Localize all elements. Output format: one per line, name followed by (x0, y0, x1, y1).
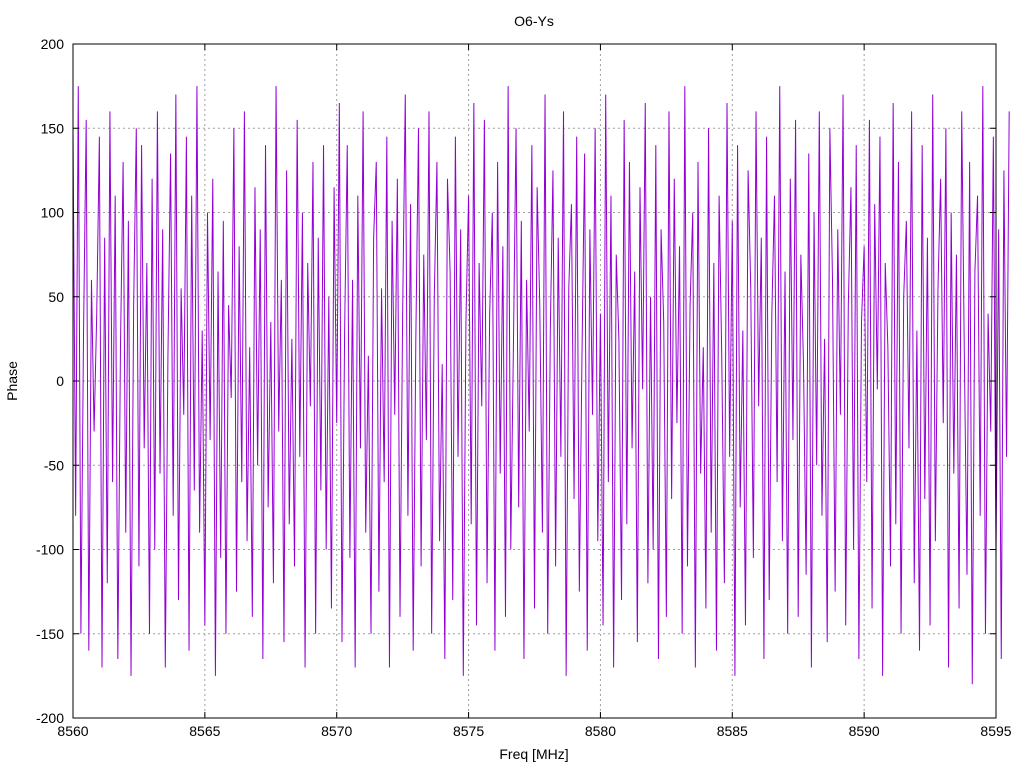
x-tick-label: 8575 (453, 723, 484, 739)
x-tick-label: 8595 (980, 723, 1011, 739)
x-tick-label: 8565 (189, 723, 220, 739)
y-tick-label: 100 (41, 205, 65, 221)
x-axis-label: Freq [MHz] (499, 746, 568, 762)
plot-area (72, 86, 1010, 685)
y-tick-label: -200 (36, 710, 64, 726)
y-tick-label: 0 (56, 373, 64, 389)
y-tick-label: 150 (41, 120, 65, 136)
y-tick-label: -150 (36, 626, 64, 642)
axis-ticks (72, 43, 997, 719)
x-tick-label: 8580 (585, 723, 616, 739)
y-tick-label: -100 (36, 542, 64, 558)
x-tick-label: 8585 (717, 723, 748, 739)
x-tick-label: 8570 (321, 723, 352, 739)
y-axis-label: Phase (4, 361, 20, 401)
x-tick-label: 8590 (849, 723, 880, 739)
x-tick-label: 8560 (57, 723, 88, 739)
y-tick-label: 200 (41, 36, 65, 52)
chart-title: O6-Ys (514, 13, 554, 29)
x-tick-labels: 8560 8565 8570 8575 8580 8585 8590 8595 (57, 723, 1011, 739)
y-tick-labels: -200 -150 -100 -50 0 50 100 150 200 (36, 36, 64, 726)
y-tick-label: -50 (44, 457, 64, 473)
phase-series-line (72, 86, 1010, 685)
y-tick-label: 50 (48, 289, 64, 305)
